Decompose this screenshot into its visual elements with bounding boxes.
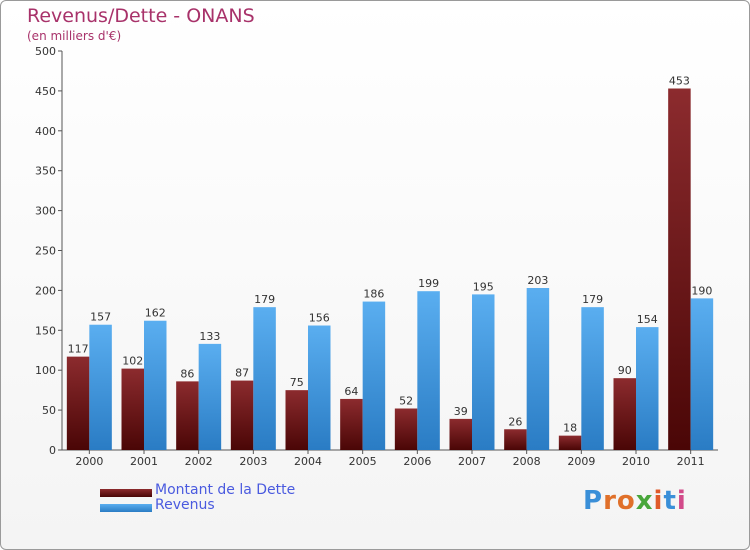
- bar-debt: [230, 380, 254, 450]
- x-tick-label: 2001: [130, 455, 158, 468]
- value-label-debt: 75: [290, 376, 304, 389]
- bars: [66, 88, 714, 451]
- bar-revenus: [417, 291, 440, 450]
- x-tick-label: 2007: [458, 455, 486, 468]
- legend-label-revenus: Revenus: [155, 497, 215, 513]
- bar-debt: [613, 378, 636, 450]
- bar-debt: [66, 356, 90, 450]
- bar-revenus: [472, 294, 495, 450]
- x-tick-label: 2005: [349, 455, 377, 468]
- bar-revenus: [690, 298, 714, 450]
- y-tick-label: 100: [35, 364, 56, 377]
- axes: 0 50 100 150 200 250 300 350 400 450 500 2000 2001 20…: [35, 45, 718, 468]
- value-label-revenus: 162: [145, 307, 166, 320]
- y-tick-label: 250: [35, 245, 56, 258]
- x-tick-label: 2010: [622, 455, 650, 468]
- value-label-debt: 26: [508, 415, 522, 428]
- y-tick-label: 400: [35, 125, 56, 138]
- bar-debt: [668, 88, 691, 451]
- bar-debt: [176, 381, 199, 450]
- bar-debt: [285, 390, 308, 450]
- y-tick-label: 200: [35, 284, 56, 297]
- chart-subtitle: (en milliers d'€): [27, 29, 122, 43]
- logo-letter: x: [635, 486, 654, 516]
- y-tick-label: 50: [42, 404, 56, 417]
- value-label-debt: 18: [563, 422, 577, 435]
- value-label-revenus: 154: [637, 313, 658, 326]
- value-label-revenus: 203: [527, 274, 548, 287]
- value-label-revenus: 190: [691, 284, 712, 297]
- y-tick-label: 500: [35, 45, 56, 58]
- value-label-revenus: 179: [254, 293, 275, 306]
- x-tick-label: 2000: [75, 455, 103, 468]
- value-label-debt: 117: [68, 343, 89, 356]
- bar-revenus: [581, 307, 604, 450]
- logo-letter: i: [676, 486, 687, 516]
- legend-label-debt: Montant de la Dette: [155, 482, 296, 498]
- y-tick-label: 350: [35, 165, 56, 178]
- bar-revenus: [362, 301, 386, 450]
- bar-debt: [121, 368, 144, 450]
- x-tick-label: 2009: [567, 455, 595, 468]
- value-label-revenus: 186: [363, 288, 384, 301]
- bar-debt: [449, 418, 472, 450]
- y-tick-label: 300: [35, 205, 56, 218]
- value-label-debt: 90: [618, 364, 632, 377]
- value-label-revenus: 199: [418, 277, 439, 290]
- bar-revenus: [144, 320, 167, 450]
- logo-letter: i: [653, 486, 664, 516]
- bar-revenus: [253, 307, 276, 450]
- value-label-revenus: 157: [90, 311, 111, 324]
- chart-title: Revenus/Dette - ONANS: [27, 5, 255, 27]
- value-label-debt: 39: [454, 405, 468, 418]
- bar-debt: [340, 398, 363, 450]
- x-tick-label: 2002: [185, 455, 213, 468]
- x-tick-label: 2003: [239, 455, 267, 468]
- x-tick-label: 2008: [513, 455, 541, 468]
- x-tick-label: 2004: [294, 455, 322, 468]
- value-label-revenus: 195: [473, 280, 494, 293]
- legend-swatch-debt: [100, 489, 152, 497]
- value-label-debt: 453: [669, 75, 690, 88]
- value-label-debt: 52: [399, 395, 413, 408]
- y-tick-label: 0: [49, 444, 56, 457]
- value-label-debt: 64: [344, 385, 358, 398]
- bar-revenus: [198, 343, 222, 450]
- value-labels: 117 157 102 162 86 133 87 179 75 156 64 186 52 199 39 1…: [68, 75, 713, 435]
- bar-revenus: [526, 288, 550, 450]
- value-label-revenus: 133: [199, 330, 220, 343]
- bar-revenus: [308, 325, 331, 450]
- bar-revenus: [636, 327, 659, 450]
- bar-revenus: [89, 324, 112, 450]
- logo-letter: o: [616, 486, 636, 516]
- bar-debt: [558, 435, 582, 450]
- y-tick-label: 150: [35, 324, 56, 337]
- logo-letter: P: [583, 486, 604, 516]
- value-label-revenus: 179: [582, 293, 603, 306]
- logo-letter: t: [663, 486, 677, 516]
- value-label-debt: 87: [235, 367, 249, 380]
- y-tick-label: 450: [35, 85, 56, 98]
- bar-debt: [504, 429, 527, 450]
- legend-swatch-revenus: [100, 504, 152, 512]
- value-label-revenus: 156: [309, 312, 330, 325]
- proxiti-logo: Proxiti: [583, 486, 687, 516]
- bar-debt: [394, 408, 418, 450]
- logo-letter: r: [603, 486, 617, 516]
- value-label-debt: 86: [180, 367, 194, 380]
- x-tick-label: 2011: [677, 455, 705, 468]
- x-tick-label: 2006: [403, 455, 431, 468]
- value-label-debt: 102: [122, 355, 143, 368]
